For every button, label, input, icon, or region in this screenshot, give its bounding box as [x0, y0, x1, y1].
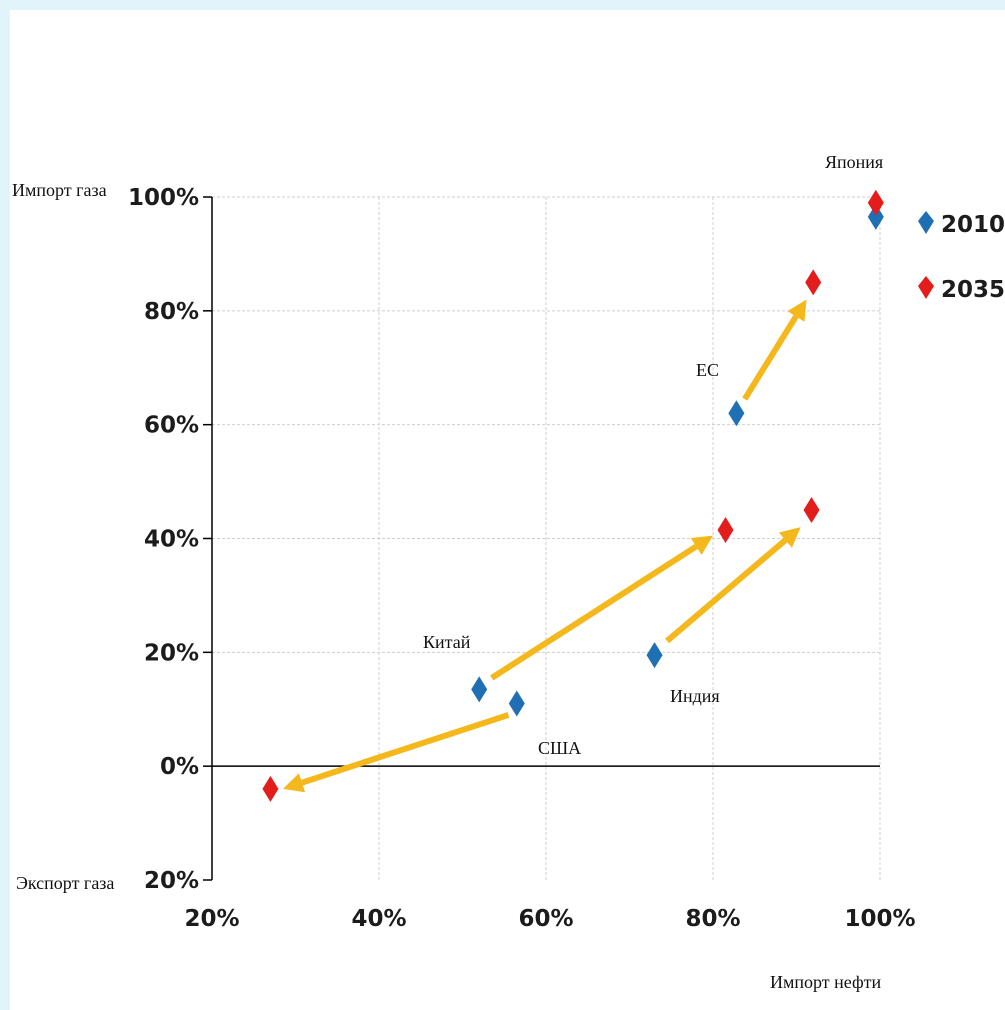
country-label: Индия [670, 686, 720, 706]
point-layer [262, 189, 884, 802]
x-tick-label: 80% [685, 906, 740, 932]
arrow-layer [282, 299, 807, 793]
y-tick-label: 100% [128, 185, 199, 211]
y-tick-label: 80% [144, 299, 199, 325]
arrow-head [690, 535, 713, 555]
country-label: Китай [423, 632, 471, 652]
y-tick-label: 20% [144, 868, 199, 894]
point-2035 [805, 269, 822, 296]
x-tick-label: 100% [844, 906, 915, 932]
legend-label-2035: 2035 [941, 277, 1005, 303]
point-2035 [262, 775, 279, 802]
country-label: Япония [825, 152, 883, 172]
point-2010 [471, 676, 488, 703]
chart-canvas: 100% 80% 60% 40% 20% 0% 20% 20% 40% 60% 80% 100% Яп… [10, 10, 1005, 1010]
y-axis-bottom-label: Экспорт газа [16, 873, 114, 893]
x-axis-label: Импорт нефти [770, 972, 882, 992]
x-tick-label: 40% [351, 906, 406, 932]
y-axis-top-label: Импорт газа [12, 180, 107, 200]
point-2010 [646, 642, 663, 669]
x-tick-label: 60% [518, 906, 573, 932]
arrow-head [778, 527, 801, 548]
legend-marker-2010 [918, 211, 934, 234]
point-2010 [728, 400, 745, 427]
legend: 2010 2035 [918, 211, 1005, 303]
point-2035 [803, 497, 820, 524]
point-2035 [717, 516, 734, 543]
arrow-shaft [490, 543, 698, 681]
axis-layer: 100% 80% 60% 40% 20% 0% 20% 20% 40% 60% 80% 100% [128, 185, 916, 932]
y-tick-label: 40% [144, 527, 199, 553]
grid-layer [212, 196, 881, 880]
label-layer: Япония ЕС Китай Индия США [423, 152, 883, 758]
legend-label-2010: 2010 [941, 212, 1005, 238]
arrow-shaft [665, 537, 788, 644]
y-tick-label: 60% [144, 413, 199, 439]
arrow-head [787, 299, 807, 322]
y-tick-label: 20% [144, 640, 199, 666]
point-2010 [508, 690, 525, 717]
country-label: ЕС [696, 360, 719, 380]
arrow-shaft [301, 712, 510, 786]
point-2010 [867, 203, 884, 230]
arrow-head [282, 773, 306, 793]
x-tick-label: 20% [184, 906, 239, 932]
legend-marker-2035 [918, 276, 934, 299]
arrow-shaft [742, 314, 799, 401]
y-tick-label: 0% [160, 754, 199, 780]
country-label: США [538, 738, 581, 758]
point-2035 [867, 189, 884, 216]
scatter-chart: 100% 80% 60% 40% 20% 0% 20% 20% 40% 60% 80% 100% Яп… [12, 152, 1005, 992]
